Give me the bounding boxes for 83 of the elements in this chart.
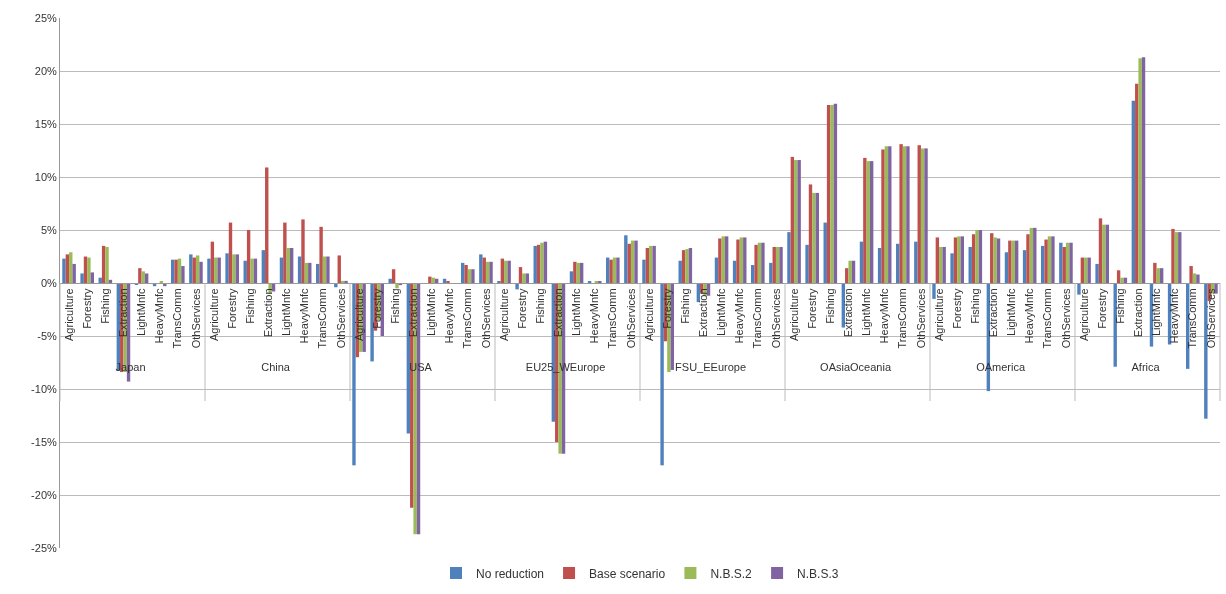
x-tick-label: HeavyMnfc — [298, 287, 311, 344]
x-tick-label: LightMnfc — [570, 287, 583, 337]
x-tick-label: OthServices — [914, 287, 927, 349]
x-tick-label: TransComm — [1041, 288, 1054, 349]
y-tick-label: 20% — [34, 64, 57, 77]
x-tick-label: OthServices — [189, 287, 202, 349]
y-tick-label: -5% — [37, 329, 58, 342]
x-tick-label: TransComm — [316, 288, 329, 349]
x-tick-label: Extraction — [262, 288, 275, 338]
annotation: FSU_EEurope — [675, 360, 747, 373]
y-tick-label: 15% — [34, 117, 57, 130]
x-tick-label: Fishing — [243, 288, 256, 324]
x-tick-label: LightMnfc — [715, 287, 728, 337]
x-tick-label: Extraction — [117, 288, 130, 338]
x-tick-label: Agriculture — [787, 288, 800, 341]
x-tick-label: Agriculture — [497, 288, 510, 341]
annotation: OAsiaOceania — [820, 360, 892, 373]
y-tick-label: -25% — [31, 541, 58, 554]
x-tick-label: HeavyMnfc — [588, 287, 601, 344]
x-tick-label: Fishing — [533, 288, 546, 324]
x-tick-label: Agriculture — [62, 288, 75, 341]
x-tick-label: LightMnfc — [1005, 287, 1018, 337]
x-tick-label: TransComm — [751, 288, 764, 349]
x-tick-label: Fishing — [678, 288, 691, 324]
x-tick-label: Agriculture — [642, 288, 655, 341]
x-tick-label: OthServices — [624, 287, 637, 349]
x-tick-label: Forestry — [1095, 287, 1108, 329]
x-tick-label: OthServices — [1059, 287, 1072, 349]
x-tick-label: TransComm — [1186, 288, 1199, 349]
x-tick-label: LightMnfc — [860, 287, 873, 337]
x-tick-label: TransComm — [896, 288, 909, 349]
x-tick-label: Agriculture — [352, 288, 365, 341]
x-tick-label: OthServices — [479, 287, 492, 349]
y-tick-label: -20% — [31, 488, 58, 501]
y-tick-label: 25% — [34, 11, 57, 24]
x-tick-label: OthServices — [769, 287, 782, 349]
x-tick-label: Fishing — [1113, 288, 1126, 324]
x-tick-label: Extraction — [987, 288, 1000, 338]
y-tick-label: 5% — [40, 223, 58, 236]
x-tick-label: Extraction — [842, 288, 855, 338]
x-tick-label: OthServices — [334, 287, 347, 349]
annotation: Africa — [1131, 360, 1161, 373]
x-tick-label: HeavyMnfc — [443, 287, 456, 344]
x-tick-label: LightMnfc — [280, 287, 293, 337]
x-tick-label: HeavyMnfc — [878, 287, 891, 344]
x-tick-label: LightMnfc — [135, 287, 148, 337]
x-tick-label: TransComm — [171, 288, 184, 349]
x-tick-label: Extraction — [697, 288, 710, 338]
x-tick-label: Extraction — [407, 288, 420, 338]
x-tick-label: Forestry — [950, 287, 963, 329]
x-tick-label: HeavyMnfc — [1168, 287, 1181, 344]
x-tick-label: OthServices — [1204, 287, 1217, 349]
x-tick-label: HeavyMnfc — [733, 287, 746, 344]
x-tick-label: Agriculture — [207, 288, 220, 341]
x-tick-label: Fishing — [388, 288, 401, 324]
x-tick-label: HeavyMnfc — [1023, 287, 1036, 344]
x-tick-label: Forestry — [370, 287, 383, 329]
y-tick-label: 10% — [34, 170, 57, 183]
x-tick-label: Fishing — [968, 288, 981, 324]
x-tick-label: Extraction — [552, 288, 565, 338]
x-tick-label: LightMnfc — [1150, 287, 1163, 337]
x-tick-label: Forestry — [80, 287, 93, 329]
x-tick-label: Forestry — [515, 287, 528, 329]
legend-label: Base scenario — [589, 566, 666, 581]
x-tick-label: Extraction — [1132, 288, 1145, 338]
legend-label: No reduction — [476, 566, 545, 581]
x-tick-label: Fishing — [823, 288, 836, 324]
x-tick-label: Agriculture — [1077, 288, 1090, 341]
x-tick-label: HeavyMnfc — [153, 287, 166, 344]
x-tick-label: Agriculture — [932, 288, 945, 341]
x-tick-label: TransComm — [461, 288, 474, 349]
y-tick-label: 0% — [40, 276, 58, 289]
x-tick-label: Forestry — [660, 287, 673, 329]
x-tick-label: LightMnfc — [425, 287, 438, 337]
x-tick-label: TransComm — [606, 288, 619, 349]
y-tick-label: -15% — [31, 435, 58, 448]
y-tick-label: -10% — [31, 382, 58, 395]
legend-label: N.B.S.3 — [797, 566, 839, 581]
x-tick-label: Forestry — [225, 287, 238, 329]
x-tick-label: Fishing — [98, 288, 111, 324]
x-tick-label: Forestry — [805, 287, 818, 329]
legend-label: N.B.S.2 — [710, 566, 753, 581]
annotation: China — [261, 360, 291, 373]
